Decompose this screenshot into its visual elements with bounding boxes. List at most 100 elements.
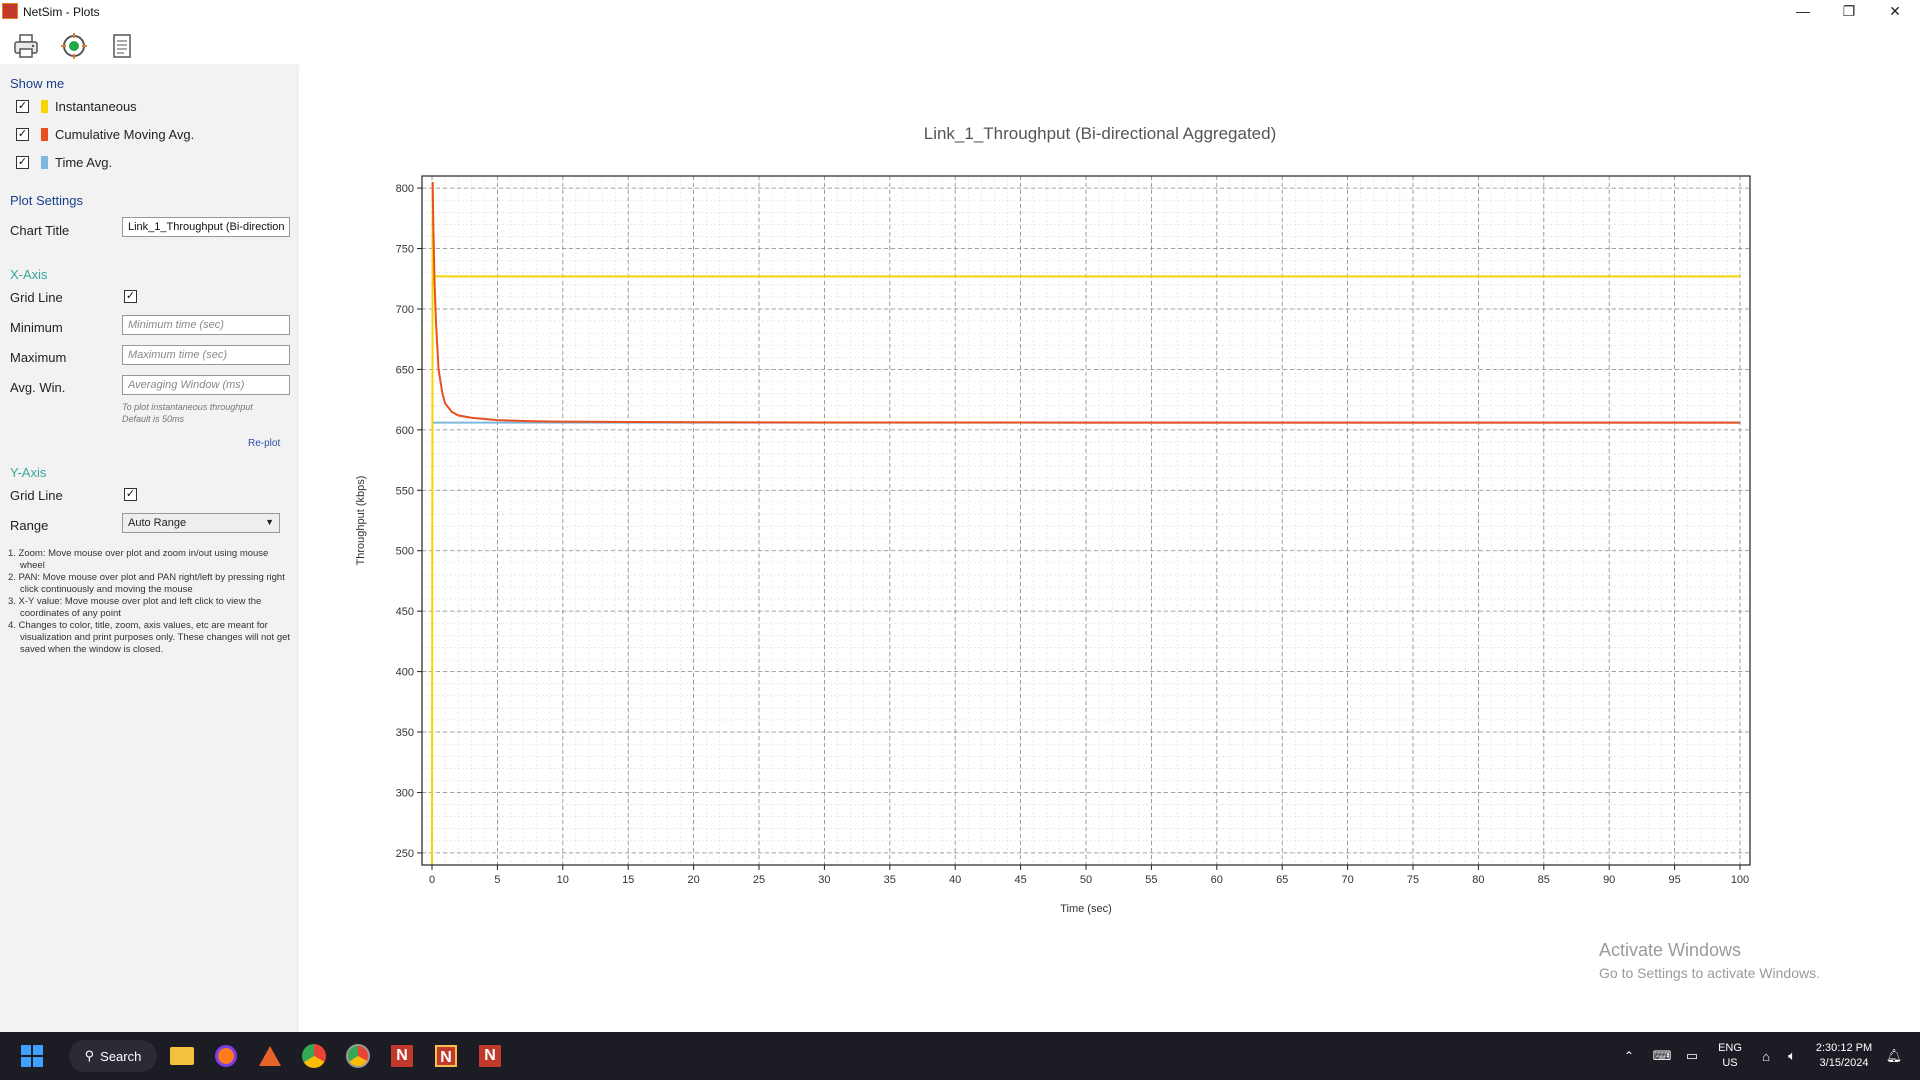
show-me-heading: Show me — [10, 76, 65, 91]
y-tick-label: 400 — [396, 667, 414, 679]
chrome-dev-icon[interactable] — [344, 1042, 372, 1070]
target-icon — [61, 33, 87, 59]
x-tick-label: 70 — [1341, 874, 1353, 886]
x-tick-label: 85 — [1538, 874, 1550, 886]
x-tick-label: 35 — [884, 874, 896, 886]
netsim-analytics-icon[interactable]: N — [476, 1042, 504, 1070]
netsim-plots-icon[interactable]: N — [432, 1042, 460, 1070]
y-tick-label: 800 — [396, 183, 414, 195]
range-select[interactable]: Auto Range ▼ — [122, 513, 280, 533]
x-maximum-label: Maximum — [10, 350, 67, 365]
search-icon: ⚲ — [84, 1048, 95, 1063]
x-tick-label: 95 — [1668, 874, 1680, 886]
x-grid-line-label: Grid Line — [10, 290, 63, 305]
y-tick-label: 350 — [396, 727, 414, 739]
chart-title: Link_1_Throughput (Bi-directional Aggreg… — [924, 124, 1277, 143]
series-line-cumulative-moving-avg — [431, 182, 1740, 424]
x-tick-label: 45 — [1014, 874, 1026, 886]
y-tick-label: 750 — [396, 244, 414, 256]
file-explorer-icon[interactable] — [168, 1042, 196, 1070]
y-tick-label: 550 — [396, 485, 414, 497]
replot-link[interactable]: Re-plot — [248, 438, 281, 449]
document-icon — [113, 34, 131, 58]
x-tick-label: 60 — [1211, 874, 1223, 886]
search-label: Search — [100, 1048, 142, 1064]
language-code: ENG — [1718, 1042, 1742, 1054]
instantaneous-checkbox[interactable]: ✓ — [16, 100, 29, 113]
y-axis-label: Throughput (kbps) — [355, 476, 367, 566]
x-maximum-input[interactable] — [122, 345, 290, 365]
time-avg-label: Time Avg. — [55, 155, 113, 170]
x-grid-line-checkbox[interactable]: ✓ — [124, 290, 137, 303]
y-axis-heading: Y-Axis — [10, 465, 47, 480]
settings-sidebar: Show me ✓ Instantaneous ✓ Cumulative Mov… — [0, 64, 299, 1032]
x-tick-label: 100 — [1731, 874, 1749, 886]
x-axis-label: Time (sec) — [1060, 903, 1112, 915]
taskbar-search[interactable]: ⚲ Search — [69, 1040, 157, 1072]
firefox-icon[interactable] — [212, 1042, 240, 1070]
y-tick-label: 600 — [396, 425, 414, 437]
avg-win-input[interactable] — [122, 375, 290, 395]
target-button[interactable] — [60, 32, 88, 60]
x-tick-label: 40 — [949, 874, 961, 886]
chart-area[interactable]: Link_1_Throughput (Bi-directional Aggreg… — [300, 64, 1920, 1032]
x-tick-label: 20 — [687, 874, 699, 886]
note-item: 1. Zoom: Move mouse over plot and zoom i… — [8, 548, 269, 571]
windows-logo-icon — [20, 1044, 44, 1068]
avg-win-label: Avg. Win. — [10, 380, 66, 395]
chart-title-label: Chart Title — [10, 223, 70, 238]
netsim-app-icon — [2, 3, 18, 19]
chevron-up-icon[interactable]: ⌃ — [1623, 1049, 1635, 1063]
note-item: 3. X-Y value: Move mouse over plot and l… — [8, 596, 262, 619]
y-tick-label: 500 — [396, 546, 414, 558]
note-item: 4. Changes to color, title, zoom, axis v… — [8, 620, 291, 655]
x-minimum-input[interactable] — [122, 315, 290, 335]
x-tick-label: 55 — [1145, 874, 1157, 886]
start-button[interactable] — [18, 1042, 46, 1070]
report-button[interactable] — [108, 32, 136, 60]
network-icon[interactable]: ⌂ — [1762, 1048, 1770, 1064]
matlab-icon[interactable] — [256, 1042, 284, 1070]
y-tick-label: 300 — [396, 787, 414, 799]
plot-settings-heading: Plot Settings — [10, 193, 83, 208]
maximize-button[interactable]: ❐ — [1842, 2, 1856, 19]
keyboard-icon[interactable]: ⌨ — [1652, 1048, 1672, 1063]
time-avg-checkbox[interactable]: ✓ — [16, 156, 29, 169]
clock-date: 3/15/2024 — [1819, 1057, 1869, 1069]
chevron-down-icon: ▼ — [265, 517, 274, 527]
minimize-button[interactable]: — — [1796, 3, 1810, 19]
plot-frame — [421, 175, 1751, 866]
y-grid-line-checkbox[interactable]: ✓ — [124, 488, 137, 501]
netsim-icon[interactable]: N — [388, 1042, 416, 1070]
chart-title-input[interactable] — [122, 217, 290, 237]
activate-windows-title: Activate Windows — [1599, 940, 1742, 960]
display-icon[interactable]: ▭ — [1685, 1048, 1699, 1063]
close-button[interactable]: ✕ — [1889, 2, 1901, 19]
clock[interactable]: 2:30:12 PM 3/15/2024 — [1808, 1041, 1880, 1071]
volume-icon[interactable]: 🔈︎ — [1788, 1048, 1796, 1063]
activate-windows-subtitle: Go to Settings to activate Windows. — [1599, 965, 1820, 981]
taskbar: ⚲ Search N N N ⌃ ⌨ ▭ ENG US ⌂ 🔈︎ 2:30:12… — [0, 1032, 1920, 1080]
printer-icon — [14, 34, 38, 58]
y-grid-line-label: Grid Line — [10, 488, 63, 503]
cumulative-moving-avg-checkbox[interactable]: ✓ — [16, 128, 29, 141]
x-tick-label: 50 — [1080, 874, 1092, 886]
language-indicator[interactable]: ENG US — [1713, 1041, 1747, 1071]
clock-time: 2:30:12 PM — [1815, 1042, 1873, 1054]
x-tick-label: 25 — [753, 874, 765, 886]
avg-win-hint-line2: Default is 50ms — [122, 414, 185, 424]
toolbar — [0, 24, 1920, 65]
y-tick-label: 700 — [396, 304, 414, 316]
x-tick-label: 65 — [1276, 874, 1288, 886]
cumulative-moving-avg-label: Cumulative Moving Avg. — [55, 127, 195, 142]
notification-bell-icon[interactable]: 🔔︎ — [1885, 1048, 1903, 1063]
range-label: Range — [10, 518, 49, 533]
print-button[interactable] — [12, 32, 40, 60]
throughput-chart[interactable]: Link_1_Throughput (Bi-directional Aggreg… — [300, 64, 1920, 1032]
x-axis-heading: X-Axis — [10, 267, 48, 282]
chrome-icon[interactable] — [300, 1042, 328, 1070]
y-tick-label: 250 — [396, 848, 414, 860]
region-code: US — [1722, 1057, 1738, 1069]
note-item: 2. PAN: Move mouse over plot and PAN rig… — [8, 572, 285, 595]
instantaneous-label: Instantaneous — [55, 99, 137, 114]
